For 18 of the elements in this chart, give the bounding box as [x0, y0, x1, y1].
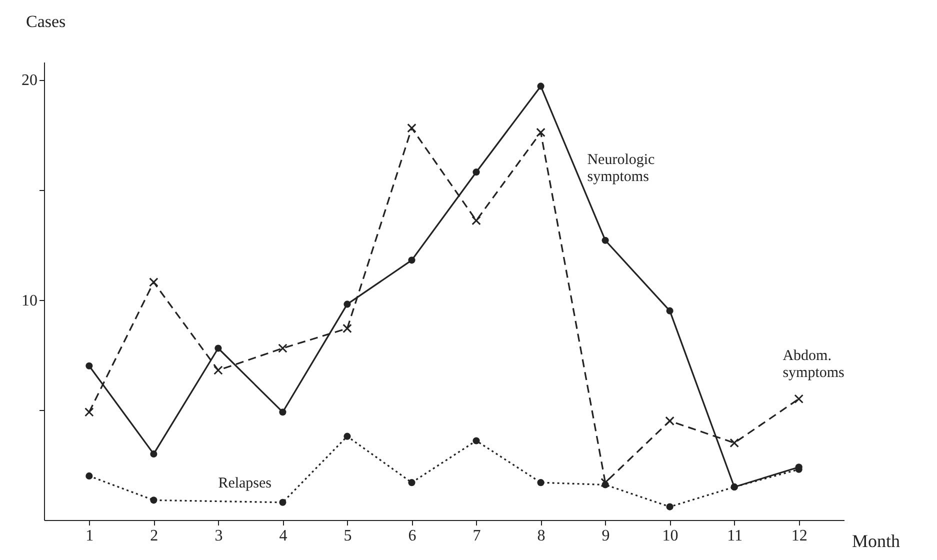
x-tick-label: 5: [344, 528, 352, 544]
x-tick-label: 3: [214, 528, 223, 544]
x-tick-label: 10: [662, 528, 678, 544]
x-tick-label: 11: [727, 528, 743, 544]
series-label: Abdom. symptoms: [782, 348, 845, 381]
x-tick-label: 1: [86, 528, 94, 544]
series-label: Relapses: [218, 476, 272, 492]
y-tick-label: 20: [22, 72, 38, 90]
x-axis-title: Month: [852, 531, 900, 551]
x-tick-label: 12: [791, 528, 808, 544]
x-tick-label: 2: [150, 528, 158, 544]
x-tick-label: 8: [537, 528, 546, 544]
x-tick-label: 4: [279, 528, 288, 544]
x-tick-label: 9: [602, 528, 610, 544]
series-label: Neurologic symptoms: [587, 152, 656, 185]
x-tick-label: 6: [408, 528, 416, 544]
x-tick-label: 7: [472, 528, 481, 544]
y-axis-title: Cases: [26, 12, 66, 31]
